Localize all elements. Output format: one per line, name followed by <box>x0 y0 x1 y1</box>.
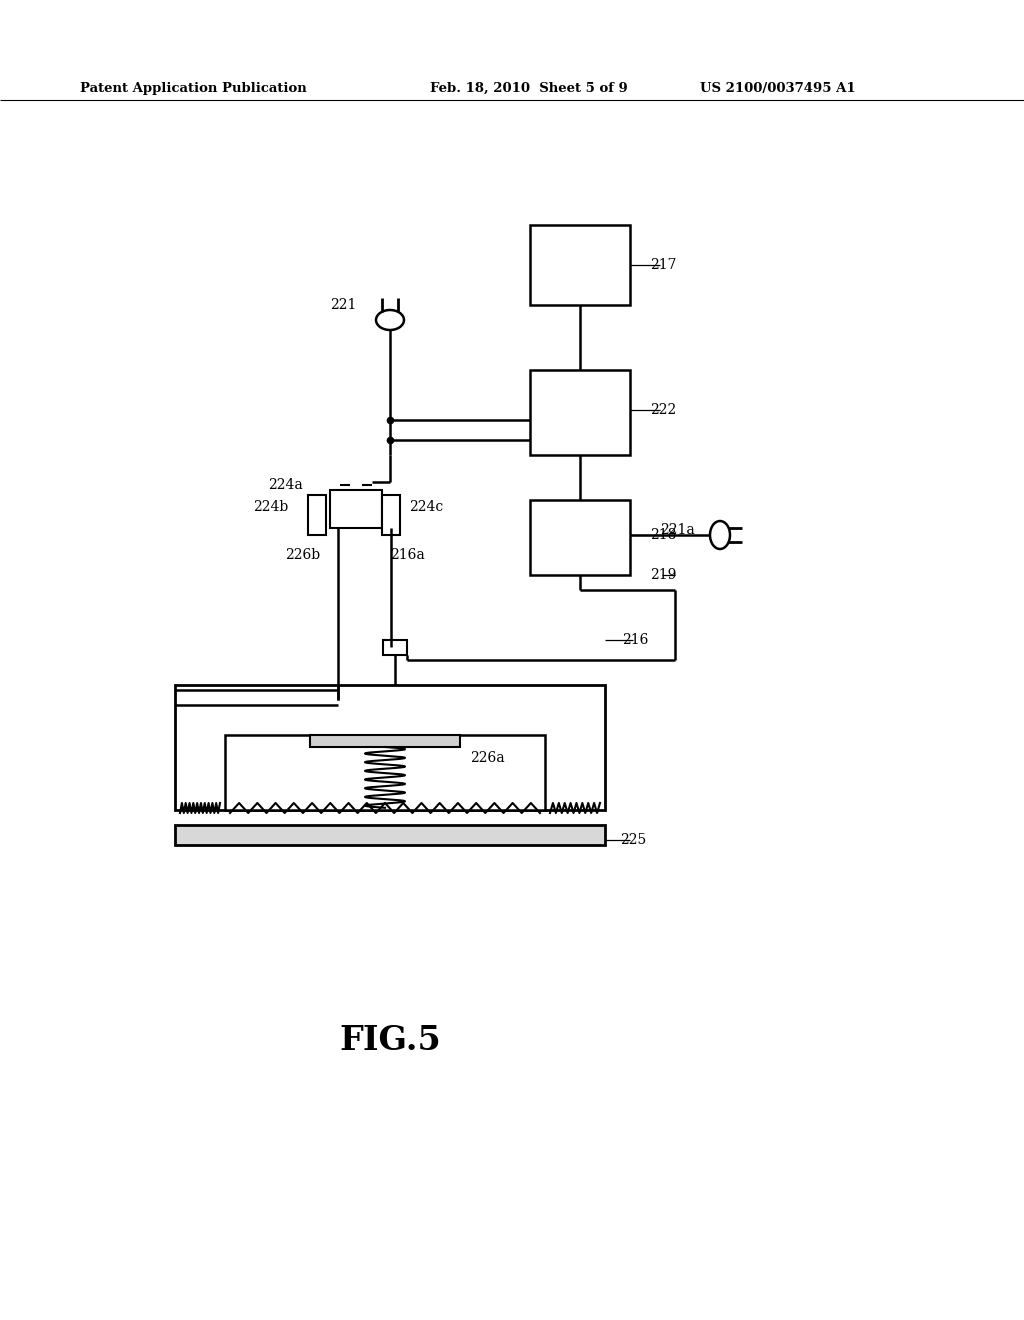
Text: Patent Application Publication: Patent Application Publication <box>80 82 307 95</box>
Bar <box>330 490 382 528</box>
Text: 224c: 224c <box>409 500 443 513</box>
Text: 216a: 216a <box>390 548 425 562</box>
Text: Feb. 18, 2010  Sheet 5 of 9: Feb. 18, 2010 Sheet 5 of 9 <box>430 82 628 95</box>
Bar <box>308 495 326 535</box>
Bar <box>530 500 630 576</box>
Text: 224a: 224a <box>268 478 303 492</box>
Bar <box>383 640 407 655</box>
Text: FIG.5: FIG.5 <box>339 1023 441 1056</box>
Bar <box>530 224 630 305</box>
Text: 219: 219 <box>650 568 677 582</box>
Text: 224b: 224b <box>253 500 288 513</box>
Text: US 2100/0037495 A1: US 2100/0037495 A1 <box>700 82 856 95</box>
Text: 221a: 221a <box>660 523 694 537</box>
Text: 217: 217 <box>650 257 677 272</box>
Text: 218: 218 <box>650 528 677 543</box>
Bar <box>175 685 605 810</box>
Text: 226b: 226b <box>285 548 321 562</box>
Text: 226a: 226a <box>470 751 505 766</box>
Bar <box>175 825 605 845</box>
Bar <box>310 735 460 747</box>
Text: 222: 222 <box>650 403 676 417</box>
Text: 221: 221 <box>330 298 356 312</box>
Bar <box>225 735 545 810</box>
Bar <box>530 370 630 455</box>
Bar <box>382 495 400 535</box>
Text: 225: 225 <box>620 833 646 847</box>
Text: 216: 216 <box>622 634 648 647</box>
